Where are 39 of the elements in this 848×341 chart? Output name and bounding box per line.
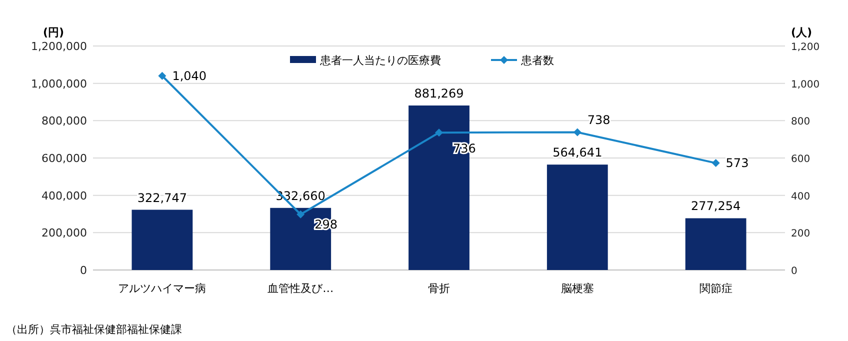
- bar: [132, 210, 193, 270]
- bar: [685, 218, 746, 270]
- y-tick-label: 600,000: [42, 152, 87, 165]
- y-tick-label: 200,000: [42, 226, 87, 240]
- point: [712, 159, 720, 168]
- x-tick-label: 骨折: [428, 282, 450, 295]
- legend-label: 患者数: [520, 54, 554, 67]
- text: （出所）呉市福祉保健部福祉保健課: [6, 323, 182, 336]
- y-tick-label: 400,000: [42, 189, 87, 202]
- data-label: 738: [587, 113, 610, 128]
- y2-axis-title: (人): [791, 26, 812, 39]
- data-label: 881,269: [414, 86, 464, 100]
- y-tick-label: 1,200,000: [31, 40, 87, 53]
- point: [435, 128, 443, 137]
- data-label: 277,254: [690, 199, 741, 214]
- y-axis-title: (円): [43, 26, 64, 39]
- y2-tick-label: 600: [791, 154, 810, 165]
- point: [158, 72, 166, 80]
- x-tick-label: アルツハイマー病: [118, 282, 206, 295]
- data-label: 1,040: [172, 68, 207, 83]
- y2-tick-label: 400: [791, 191, 810, 202]
- data-label: 573: [726, 156, 749, 170]
- x-tick-label: 関節症: [699, 282, 732, 295]
- legend-label: 患者一人当たりの医療費: [319, 54, 441, 67]
- data-label: 564,641: [552, 146, 602, 160]
- y-tick-label: 0: [80, 264, 87, 277]
- point: [296, 210, 305, 218]
- bar: [546, 164, 608, 270]
- y2-tick-label: 0: [791, 266, 798, 277]
- y2-tick-label: 800: [791, 116, 810, 128]
- y-tick-label: 1,000,000: [31, 77, 87, 90]
- point: [573, 128, 582, 136]
- y2-tick-label: 1,200: [791, 42, 820, 53]
- y2-tick-label: 1,000: [791, 79, 820, 90]
- y-tick-label: 800,000: [42, 114, 87, 128]
- y2-tick-label: 200: [791, 228, 810, 240]
- data-label: 322,747: [137, 190, 188, 205]
- x-tick-label: 血管性及び…: [268, 282, 334, 295]
- x-tick-label: 脳梗塞: [560, 282, 594, 295]
